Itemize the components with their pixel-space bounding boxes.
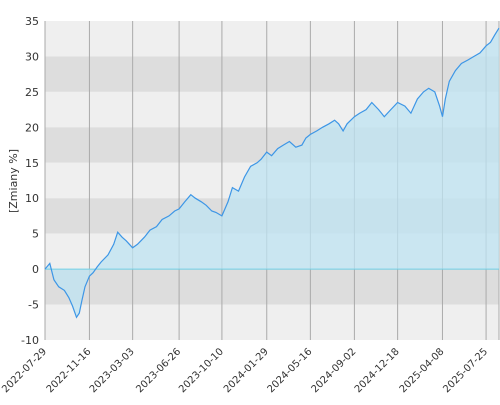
y-tick-label: 5 <box>32 228 39 241</box>
y-tick-label: -10 <box>21 334 39 347</box>
x-tick-label: 2025-07-25 <box>441 346 490 395</box>
y-axis-title: [Zmiany %] <box>7 149 20 213</box>
x-tick-label: 2024-09-02 <box>310 346 359 395</box>
y-tick-label: 0 <box>32 263 39 276</box>
y-tick-label: 10 <box>25 192 39 205</box>
x-tick-label: 2022-11-16 <box>45 346 94 395</box>
x-tick-label: 2024-05-16 <box>266 346 315 395</box>
y-tick-label: 35 <box>25 15 39 28</box>
grid-band <box>45 269 499 305</box>
area-fill <box>45 28 499 318</box>
y-tick-label: 20 <box>25 121 39 134</box>
x-tick-label: 2024-12-18 <box>353 346 402 395</box>
x-tick-labels: 2022-07-292022-11-162023-03-032023-06-26… <box>0 346 490 395</box>
x-tick-label: 2024-01-29 <box>222 346 271 395</box>
grid-band <box>45 304 499 340</box>
x-tick-label: 2023-03-03 <box>88 346 137 395</box>
y-tick-label: -5 <box>28 299 39 312</box>
x-tick-label: 2025-04-08 <box>398 346 447 395</box>
y-tick-label: 25 <box>25 86 39 99</box>
y-tick-label: 30 <box>25 50 39 63</box>
y-tick-label: 15 <box>25 157 39 170</box>
x-tick-label: 2023-10-10 <box>177 346 226 395</box>
x-tick-label: 2022-07-29 <box>0 346 49 395</box>
x-tick-label: 2023-06-26 <box>134 346 183 395</box>
grid-band <box>45 21 499 57</box>
series-line <box>44 27 500 319</box>
grid-band <box>45 56 499 92</box>
y-tick-labels: 35 30 25 20 15 10 5 0 -5 -10 <box>21 15 39 347</box>
